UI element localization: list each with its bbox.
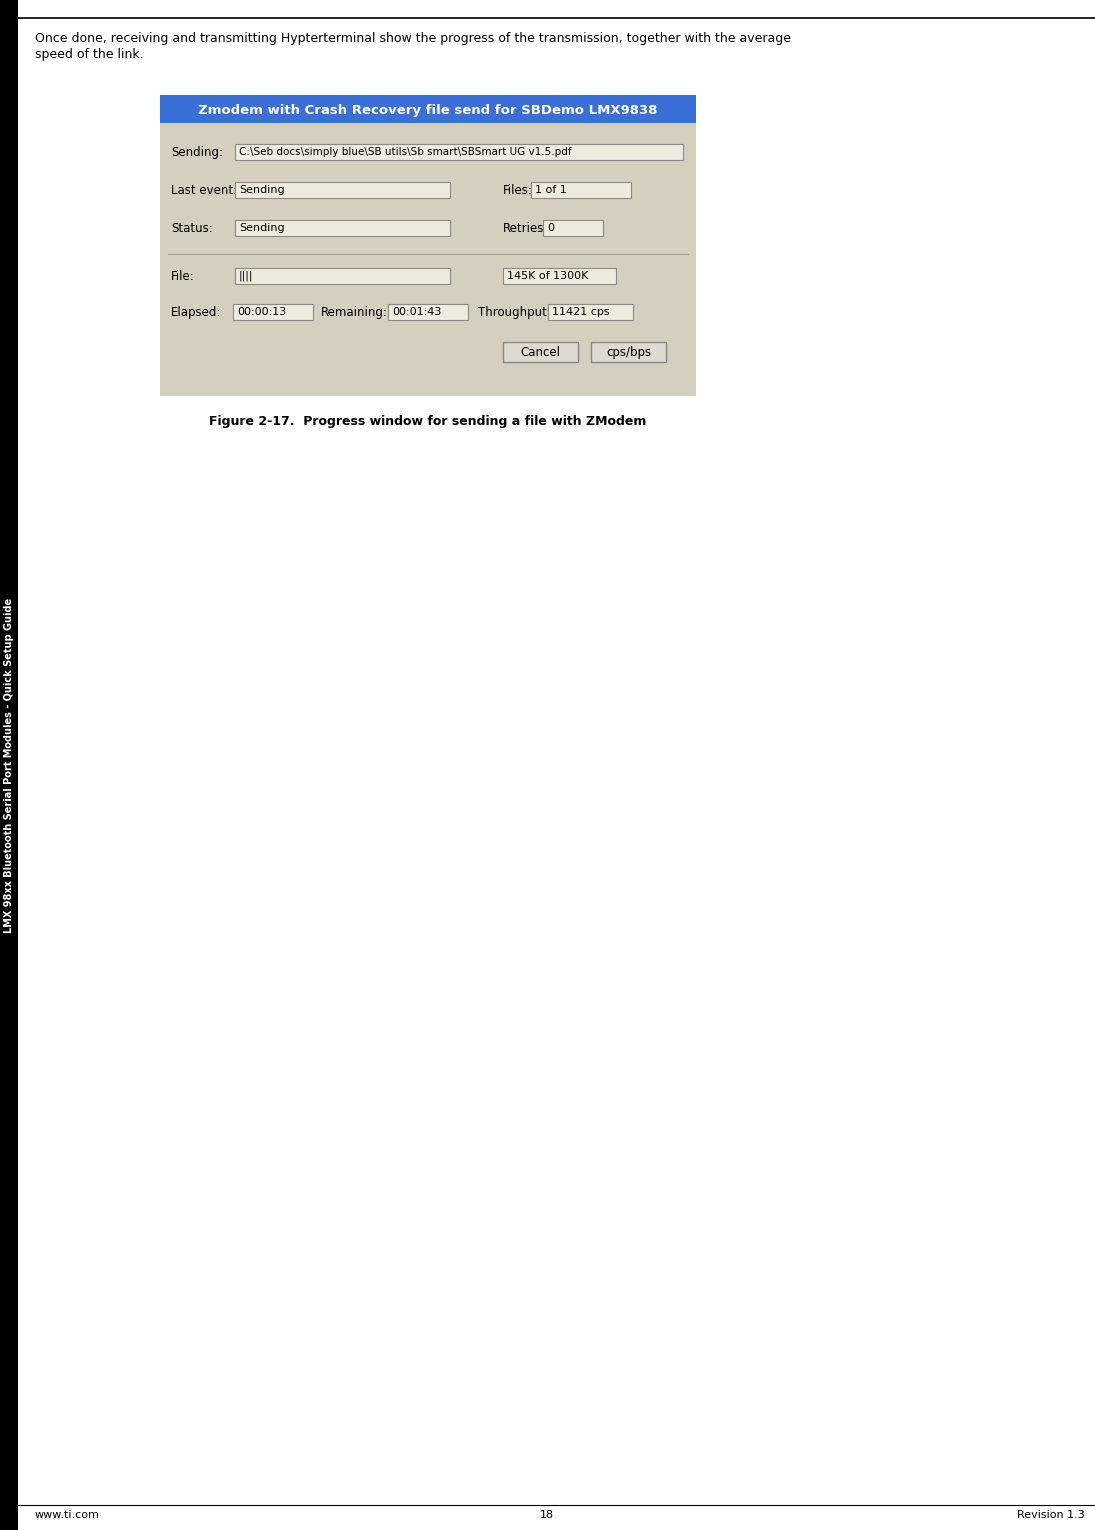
- Text: Revision 1.3: Revision 1.3: [1017, 1510, 1085, 1519]
- Text: Status:: Status:: [171, 222, 212, 234]
- Bar: [503, 268, 616, 285]
- Text: Last event:: Last event:: [171, 184, 238, 196]
- Bar: [235, 144, 683, 161]
- Text: 00:00:13: 00:00:13: [237, 308, 286, 317]
- Text: 18: 18: [540, 1510, 554, 1519]
- Text: 145K of 1300K: 145K of 1300K: [507, 271, 588, 282]
- Text: Remaining:: Remaining:: [321, 306, 388, 318]
- Text: 00:01:43: 00:01:43: [392, 308, 441, 317]
- Bar: [235, 220, 450, 236]
- Bar: [235, 182, 450, 197]
- Bar: [548, 304, 633, 320]
- Text: File:: File:: [171, 269, 195, 283]
- Bar: [160, 95, 696, 122]
- Bar: [160, 122, 696, 396]
- Bar: [235, 268, 450, 285]
- Text: Sending:: Sending:: [171, 145, 223, 159]
- Bar: [591, 343, 666, 363]
- Text: Cancel: Cancel: [520, 346, 561, 358]
- Text: Sending: Sending: [239, 223, 285, 233]
- Text: 0: 0: [548, 223, 554, 233]
- Text: speed of the link.: speed of the link.: [35, 47, 143, 61]
- Bar: [233, 304, 313, 320]
- Text: LMX 98xx Bluetooth Serial Port Modules - Quick Setup Guide: LMX 98xx Bluetooth Serial Port Modules -…: [4, 597, 14, 933]
- Bar: [503, 343, 578, 363]
- Bar: [0, 0, 18, 1530]
- Text: Elapsed:: Elapsed:: [171, 306, 221, 318]
- Bar: [543, 220, 603, 236]
- Text: Files:: Files:: [503, 184, 533, 196]
- Text: Retries:: Retries:: [503, 222, 549, 234]
- Bar: [388, 304, 468, 320]
- Text: C:\Seb docs\simply blue\SB utils\Sb smart\SBSmart UG v1.5.pdf: C:\Seb docs\simply blue\SB utils\Sb smar…: [239, 147, 572, 158]
- Text: Zmodem with Crash Recovery file send for SBDemo LMX9838: Zmodem with Crash Recovery file send for…: [198, 104, 658, 116]
- Text: cps/bps: cps/bps: [606, 346, 652, 358]
- Text: Throughput:: Throughput:: [479, 306, 551, 318]
- Bar: [531, 182, 631, 197]
- Text: Figure 2-17.  Progress window for sending a file with ZModem: Figure 2-17. Progress window for sending…: [209, 415, 647, 428]
- Text: 1 of 1: 1 of 1: [535, 185, 567, 194]
- Text: Sending: Sending: [239, 185, 285, 194]
- Text: ||||: ||||: [239, 271, 254, 282]
- Text: www.ti.com: www.ti.com: [35, 1510, 100, 1519]
- Text: 11421 cps: 11421 cps: [552, 308, 610, 317]
- Text: Once done, receiving and transmitting Hypterterminal show the progress of the tr: Once done, receiving and transmitting Hy…: [35, 32, 791, 44]
- Bar: [160, 95, 696, 396]
